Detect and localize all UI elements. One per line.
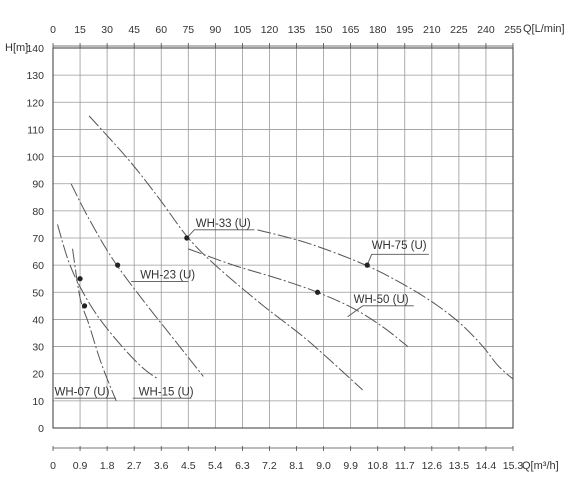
- label-wh-15-u: WH-15 (U): [139, 386, 194, 398]
- marker-wh-15-u: [81, 303, 88, 309]
- pump-curves: [57, 115, 514, 402]
- bottom-axis-ticks: 0 0.9 1.8 2.7 3.6 4.5 5.4 6.3 7.2 8.1 9.0 9.9 10.8 11…: [50, 446, 523, 472]
- bottom-axis-tick-label: 14.4: [476, 460, 497, 472]
- bottom-axis-tick-label: 4.5: [181, 460, 196, 472]
- y-axis-tick-label: 10: [32, 396, 44, 408]
- bottom-axis-tick-label: 12.6: [422, 460, 443, 472]
- top-axis-tick-label: 60: [155, 24, 167, 36]
- bottom-axis-tick-label: 11.7: [395, 460, 415, 472]
- plot-frame: [52, 47, 514, 429]
- top-axis-tick-label: 15: [74, 24, 86, 36]
- bottom-axis-title: Q[m³/h]: [522, 460, 559, 472]
- left-axis-ticks: 0 10 20 30 40 50 60 70 80 90 100 110 120 130 140: [26, 43, 44, 435]
- y-axis-tick-label: 20: [32, 369, 44, 381]
- y-axis-tick-label: 50: [32, 287, 44, 299]
- bottom-axis-tick-label: 3.6: [154, 460, 169, 472]
- top-axis-tick-label: 45: [128, 24, 140, 36]
- bottom-axis-tick-label: 9.9: [343, 460, 358, 472]
- top-axis-tick-label: 240: [477, 24, 495, 36]
- y-axis-tick-label: 30: [32, 342, 44, 354]
- top-axis-tick-label: 195: [396, 24, 414, 36]
- top-axis-tick-label: 165: [342, 24, 360, 36]
- label-leader-wh-50-u: [347, 305, 414, 318]
- curve-labels: WH-07 (U) WH-15 (U) WH-23 (U) WH-33 (U) WH-5…: [55, 218, 427, 398]
- y-axis-tick-label: 80: [32, 206, 44, 218]
- bottom-axis-tick-label: 0: [50, 460, 56, 472]
- top-axis-tick-label: 255: [504, 24, 522, 36]
- label-wh-23-u: WH-23 (U): [140, 270, 195, 282]
- bottom-axis-tick-label: 13.5: [449, 460, 470, 472]
- label-wh-07-u: WH-07 (U): [55, 386, 110, 398]
- curve-wh-23-u: [70, 183, 204, 377]
- bottom-axis-tick-label: 7.2: [262, 460, 277, 472]
- y-axis-tick-label: 140: [26, 43, 44, 55]
- y-axis-tick-label: 130: [26, 70, 44, 82]
- y-axis-tick-label: 40: [32, 314, 44, 326]
- label-leader-wh-33-u: [186, 229, 255, 239]
- y-axis-tick-label: 110: [27, 124, 44, 136]
- curve-wh-15-u: [57, 224, 159, 380]
- plot-border: [52, 47, 514, 429]
- curve-wh-75-u: [257, 229, 514, 380]
- y-axis-tick-label: 120: [26, 97, 44, 109]
- y-axis-title: H[m]: [5, 42, 28, 54]
- top-axis-tick-label: 180: [369, 24, 387, 36]
- grid: [53, 48, 513, 428]
- top-axis-ticks: 0 15 30 45 60 75 90 105 120 135 150 165 180 195 210 225…: [50, 24, 522, 48]
- y-axis-tick-label: 100: [26, 152, 44, 164]
- label-wh-50-u: WH-50 (U): [354, 294, 409, 306]
- curve-markers: [77, 235, 370, 309]
- label-wh-75-u: WH-75 (U): [372, 240, 427, 252]
- marker-wh-23-u: [115, 262, 121, 268]
- marker-wh-33-u: [184, 235, 190, 241]
- bottom-axis-tick-label: 0.9: [73, 460, 88, 472]
- top-axis-tick-label: 225: [450, 24, 468, 36]
- top-axis-tick-label: 75: [182, 24, 194, 36]
- top-axis-tick-label: 150: [315, 24, 333, 36]
- marker-wh-07-u: [77, 276, 83, 282]
- curve-label-leaders: [54, 229, 429, 399]
- bottom-axis-tick-label: 8.1: [289, 460, 304, 472]
- curve-wh-07-u: [72, 248, 117, 402]
- marker-wh-50-u: [314, 289, 321, 295]
- y-axis-tick-label: 70: [32, 233, 44, 245]
- top-axis-tick-label: 210: [423, 24, 441, 36]
- top-axis-tick-label: 90: [210, 24, 222, 36]
- y-axis-tick-label: 0: [38, 423, 44, 435]
- bottom-axis-tick-label: 15.3: [503, 460, 524, 472]
- top-axis-tick-label: 105: [234, 24, 252, 36]
- bottom-axis-tick-label: 10.8: [367, 460, 388, 472]
- bottom-axis-tick-label: 5.4: [208, 460, 223, 472]
- label-wh-33-u: WH-33 (U): [196, 218, 251, 230]
- y-axis-tick-label: 60: [32, 260, 44, 272]
- bottom-axis-tick-label: 2.7: [127, 460, 142, 472]
- top-axis-tick-label: 0: [50, 24, 56, 36]
- curve-wh-33-u: [88, 115, 364, 391]
- bottom-axis-tick-label: 1.8: [100, 460, 115, 472]
- bottom-axis-tick-label: 9.0: [316, 460, 331, 472]
- bottom-axis-tick-label: 6.3: [235, 460, 250, 472]
- top-axis-tick-label: 30: [101, 24, 113, 36]
- y-axis-tick-label: 90: [32, 179, 44, 191]
- top-axis-tick-label: 135: [288, 24, 306, 36]
- marker-wh-75-u: [364, 262, 370, 268]
- label-leader-wh-75-u: [366, 253, 429, 266]
- top-axis-title: Q[L/min]: [523, 23, 565, 35]
- top-axis-tick-label: 120: [261, 24, 279, 36]
